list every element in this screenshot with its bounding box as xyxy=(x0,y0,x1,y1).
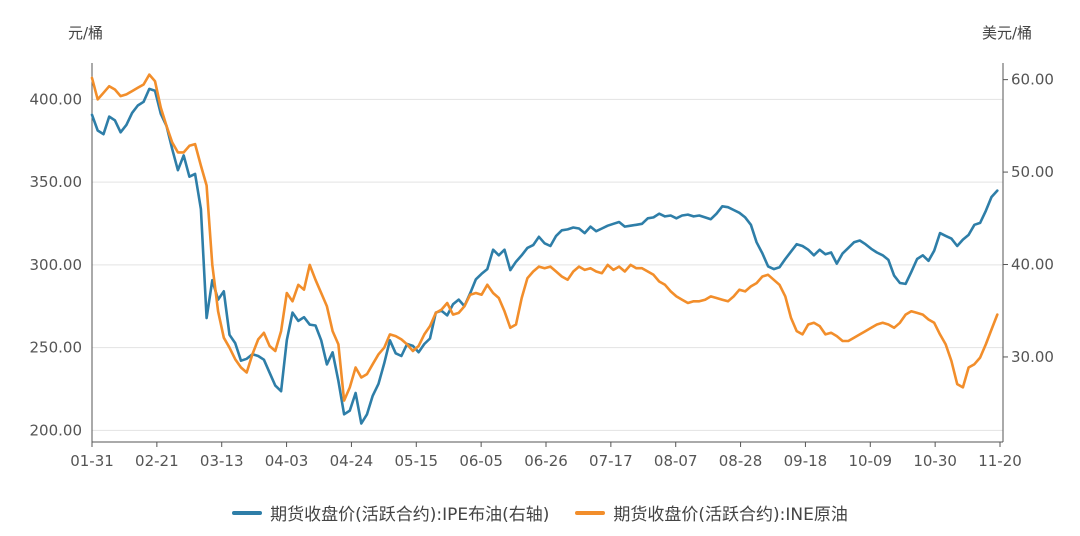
axes: 200.00 250.00 300.00 350.00 400.00 30.00 40.00… xyxy=(30,63,1054,470)
x-tick-label: 06-05 xyxy=(459,452,503,470)
grid-lines xyxy=(92,98,1003,431)
x-tick-label: 09-18 xyxy=(784,452,828,470)
series-lines xyxy=(90,73,999,425)
x-tick-label: 06-26 xyxy=(524,452,568,470)
dual-axis-line-chart: 200.00 250.00 300.00 350.00 400.00 30.00 40.00… xyxy=(30,24,1054,470)
y-left-tick-label: 350.00 xyxy=(30,173,83,191)
series-line-ipe-brent xyxy=(90,87,999,425)
x-tick-label: 08-28 xyxy=(719,452,763,470)
y-left-tick-label: 250.00 xyxy=(30,339,83,357)
y-right-tick-label: 40.00 xyxy=(1011,256,1054,274)
legend-label-ipe-brent: 期货收盘价(活跃合约):IPE布油(右轴) xyxy=(270,505,550,525)
y-right-tick-label: 60.00 xyxy=(1011,71,1054,89)
x-tick-label: 08-07 xyxy=(654,452,698,470)
x-tick-label: 02-21 xyxy=(135,452,179,470)
x-tick-label: 11-20 xyxy=(978,452,1022,470)
left-axis-unit-label: 元/桶 xyxy=(68,24,103,42)
legend-swatch-ipe-brent xyxy=(232,510,263,515)
y-right-tick-label: 50.00 xyxy=(1011,163,1054,181)
x-tick-label: 01-31 xyxy=(70,452,114,470)
y-left-tick-label: 400.00 xyxy=(30,90,83,108)
x-tick-label: 03-13 xyxy=(200,452,244,470)
x-tick-label: 05-15 xyxy=(394,452,438,470)
right-axis-unit-label: 美元/桶 xyxy=(982,24,1032,42)
legend-item-ine-crude[interactable]: 期货收盘价(活跃合约):INE原油 xyxy=(575,500,848,525)
x-tick-label: 10-09 xyxy=(848,452,892,470)
y-left-tick-label: 300.00 xyxy=(30,256,83,274)
chart-legend: 期货收盘价(活跃合约):IPE布油(右轴) 期货收盘价(活跃合约):INE原油 xyxy=(0,500,1080,525)
legend-label-ine-crude: 期货收盘价(活跃合约):INE原油 xyxy=(613,505,848,525)
x-tick-label: 07-17 xyxy=(589,452,633,470)
series-line-ine-crude xyxy=(90,73,999,402)
x-tick-label: 04-03 xyxy=(265,452,309,470)
y-right-tick-label: 30.00 xyxy=(1011,348,1054,366)
legend-item-ipe-brent[interactable]: 期货收盘价(活跃合约):IPE布油(右轴) xyxy=(232,500,549,525)
x-tick-label: 04-24 xyxy=(330,452,374,470)
legend-swatch-ine-crude xyxy=(575,510,606,515)
y-left-tick-label: 200.00 xyxy=(30,421,83,439)
x-tick-label: 10-30 xyxy=(913,452,957,470)
